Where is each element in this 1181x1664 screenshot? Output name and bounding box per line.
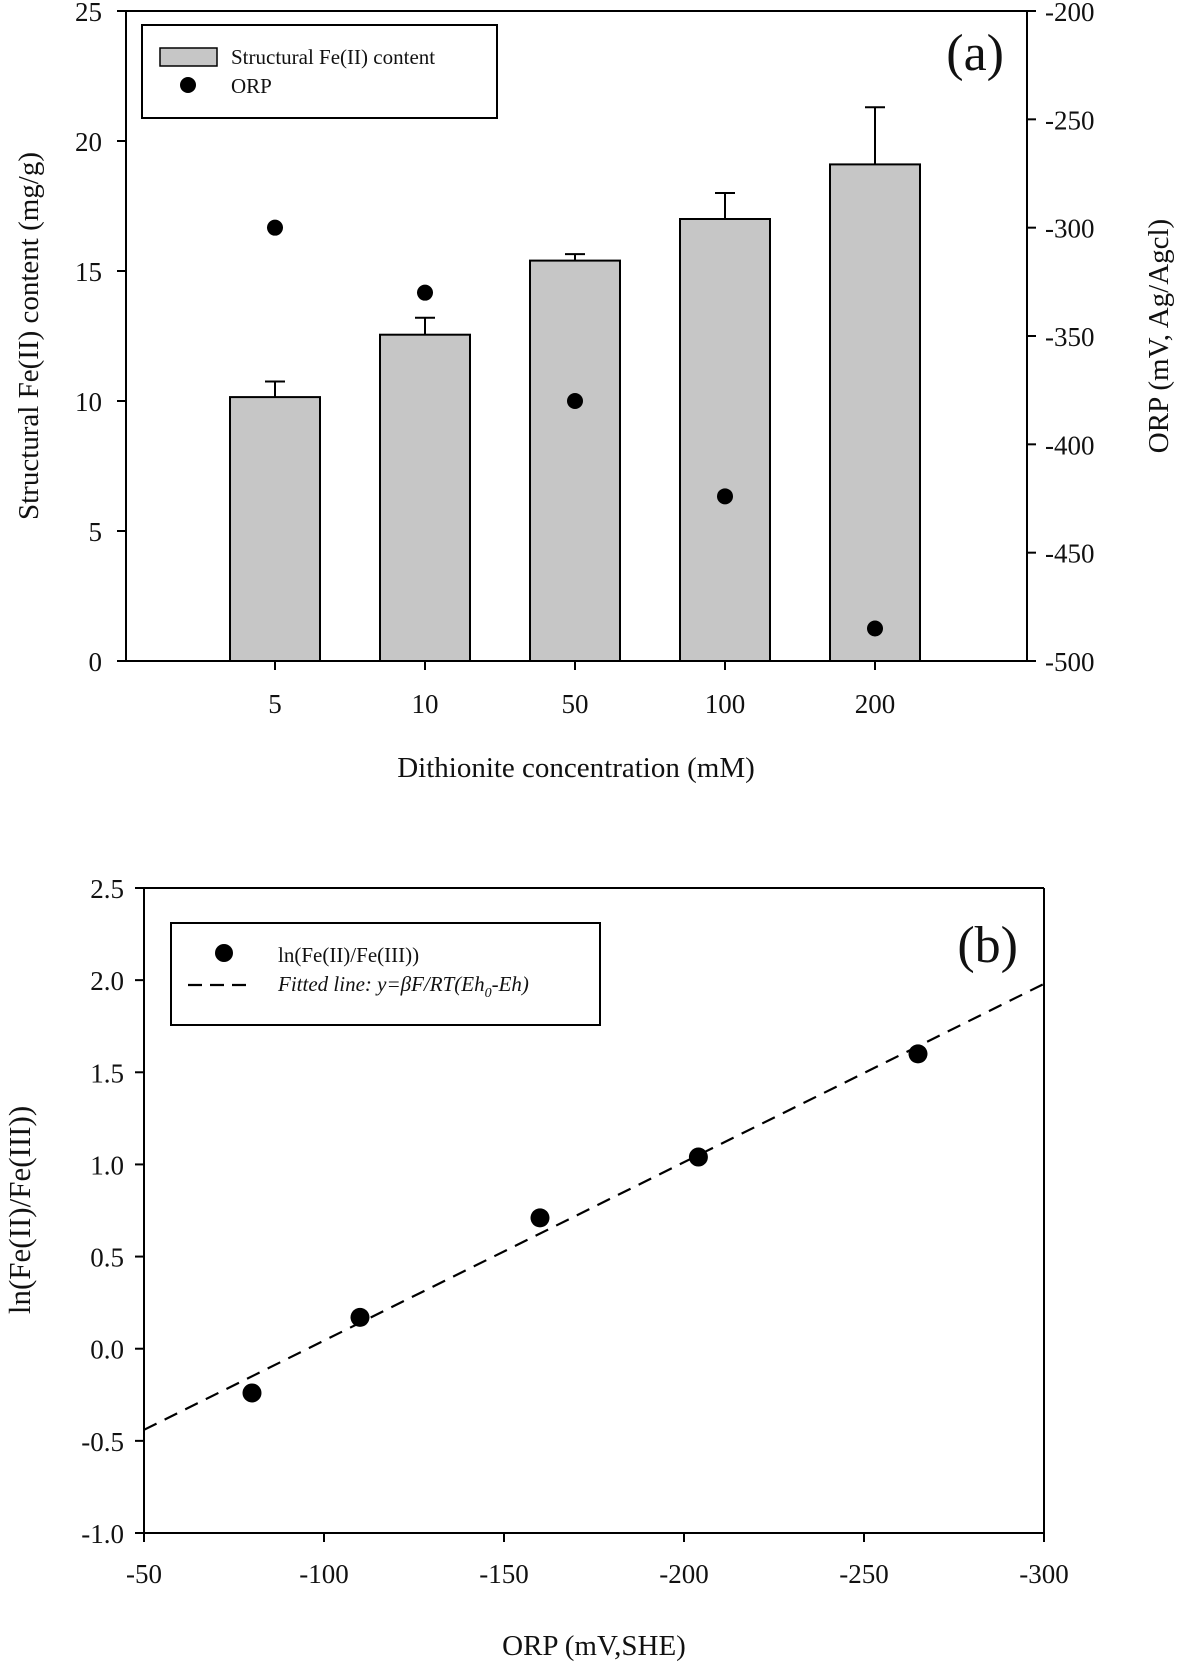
x-tick-label: 10 xyxy=(412,689,439,719)
legend-fit-tail: -Eh) xyxy=(492,972,529,996)
panel-label-a: (a) xyxy=(946,25,1004,82)
x-tick-label: 50 xyxy=(562,689,589,719)
y-tick-label: 2.5 xyxy=(90,874,124,904)
data-point xyxy=(350,1307,370,1327)
data-point xyxy=(908,1044,928,1064)
legend-bar-swatch xyxy=(159,47,218,67)
bar-series xyxy=(229,106,921,662)
y-tick-label-right: -250 xyxy=(1045,105,1095,135)
x-tick-label: -150 xyxy=(479,1559,529,1589)
legend-box xyxy=(141,24,498,119)
legend-dot-marker xyxy=(215,944,233,962)
legend-label-fit: Fitted line: y=βF/RT(Eh0-Eh) xyxy=(277,972,529,1001)
legend-fit-main: Fitted line: y=βF/RT(Eh xyxy=(277,972,485,996)
ticks-b: -1.0 -0.5 0.0 0.5 1.0 1.5 2.0 2.5 -50 -100 -150 -20… xyxy=(81,874,1069,1589)
x-tick-label: 5 xyxy=(268,689,282,719)
y-tick-label-right: -200 xyxy=(1045,0,1095,27)
y-tick-label: 2.0 xyxy=(90,966,124,996)
y-tick-label-left: 25 xyxy=(75,0,102,27)
legend-a: Structural Fe(II) content ORP xyxy=(141,24,498,119)
y-tick-label-right: -500 xyxy=(1045,647,1095,677)
y-tick-label: 0.0 xyxy=(90,1335,124,1365)
panel-a: 0 5 10 15 20 25 -500 -450 -400 -350 -300 -250 -200 5 1… xyxy=(13,0,1175,784)
y-tick-label-right: -350 xyxy=(1045,322,1095,352)
x-tick-label: -100 xyxy=(299,1559,349,1589)
bar xyxy=(379,333,471,662)
x-tick-label: 100 xyxy=(705,689,746,719)
legend-label-bars: Structural Fe(II) content xyxy=(231,45,435,69)
x-tick-label: -250 xyxy=(839,1559,889,1589)
y-tick-label-right: -400 xyxy=(1045,430,1095,460)
orp-point xyxy=(567,393,583,409)
x-axis-label-b: ORP (mV,SHE) xyxy=(502,1630,686,1662)
y-tick-label: -0.5 xyxy=(81,1427,124,1457)
legend-box xyxy=(170,922,601,1026)
y-axis-label-b: ln(Fe(II)/Fe(III)) xyxy=(2,1106,37,1314)
ticks-a: 0 5 10 15 20 25 -500 -450 -400 -350 -300 -250 -200 5 1… xyxy=(75,0,1095,719)
legend-b: ln(Fe(II)/Fe(III)) Fitted line: y=βF/RT(… xyxy=(170,922,601,1026)
orp-point xyxy=(417,284,433,301)
y-tick-label-left: 5 xyxy=(89,517,103,547)
legend-dot-marker xyxy=(180,77,196,93)
orp-point xyxy=(867,620,883,637)
fitted-line xyxy=(143,982,1045,1431)
orp-series xyxy=(267,219,883,637)
y-tick-label: 1.5 xyxy=(90,1058,124,1088)
x-tick-label: -50 xyxy=(126,1559,162,1589)
y-tick-label-left: 0 xyxy=(89,647,103,677)
y-tick-label: 1.0 xyxy=(90,1150,124,1180)
x-axis-label-a: Dithionite concentration (mM) xyxy=(397,752,755,784)
y-tick-label: 0.5 xyxy=(90,1243,124,1273)
legend-fit-subscript: 0 xyxy=(485,986,492,1001)
bar xyxy=(679,218,771,662)
data-point xyxy=(242,1383,262,1403)
y-axis-label-left-a: Structural Fe(II) content (mg/g) xyxy=(13,152,45,520)
legend-label-orp: ORP xyxy=(231,74,272,98)
y-tick-label-right: -450 xyxy=(1045,539,1095,569)
data-point xyxy=(688,1147,708,1167)
axes-b xyxy=(143,887,1045,1534)
y-tick-label-right: -300 xyxy=(1045,214,1095,244)
legend-label-points: ln(Fe(II)/Fe(III)) xyxy=(278,943,419,967)
y-tick-label-left: 15 xyxy=(75,257,102,287)
x-tick-label: -200 xyxy=(659,1559,709,1589)
panel-label-b: (b) xyxy=(957,917,1018,974)
panel-b: -1.0 -0.5 0.0 0.5 1.0 1.5 2.0 2.5 -50 -100 -150 -20… xyxy=(2,874,1069,1662)
x-tick-label: -300 xyxy=(1019,1559,1069,1589)
y-axis-label-right-a: ORP (mV, Ag/Agcl) xyxy=(1143,219,1175,453)
fitted-line-series xyxy=(143,982,1045,1431)
y-tick-label-left: 10 xyxy=(75,387,102,417)
x-tick-label: 200 xyxy=(855,689,896,719)
bar xyxy=(829,163,921,662)
y-tick-label-left: 20 xyxy=(75,127,102,157)
ln-ratio-series xyxy=(242,1044,928,1403)
orp-point xyxy=(267,219,283,236)
bar xyxy=(229,396,321,662)
orp-point xyxy=(717,488,733,505)
y-tick-label: -1.0 xyxy=(81,1519,124,1549)
data-point xyxy=(530,1208,550,1228)
bar xyxy=(529,259,621,662)
